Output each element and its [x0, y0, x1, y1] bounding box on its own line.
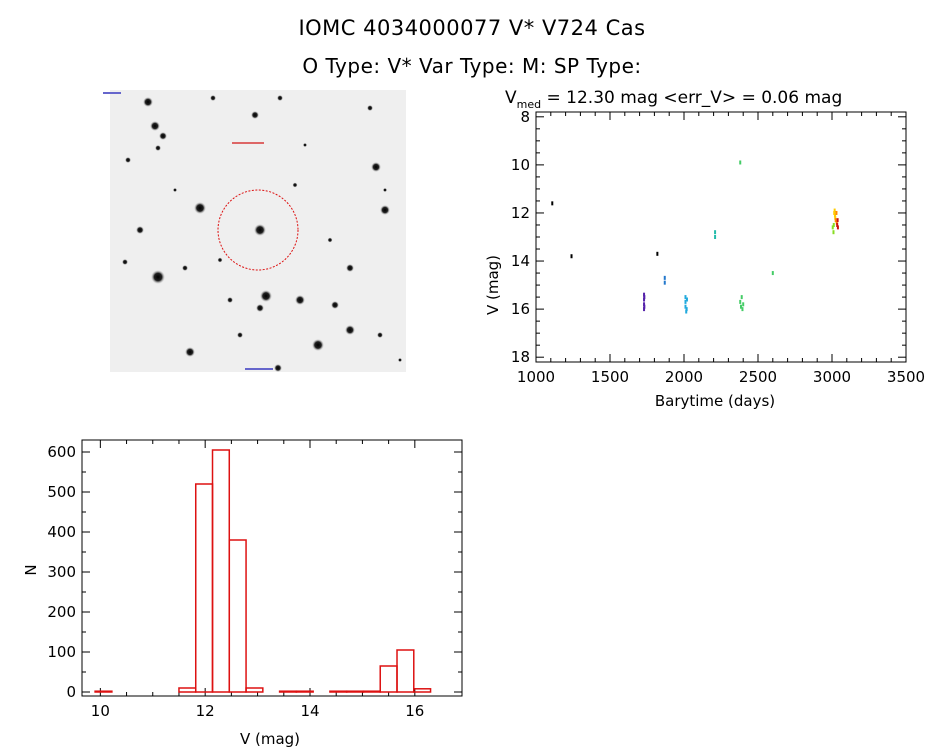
- y-tick-label: 500: [47, 483, 76, 501]
- lc-point-s6: [771, 271, 774, 276]
- lc-point-s4: [685, 307, 688, 312]
- lc-point-s9: [835, 210, 838, 215]
- lc-point-s3: [663, 280, 666, 285]
- lc-point-s1: [570, 254, 573, 259]
- light-curve-xlabel: Barytime (days): [655, 392, 775, 410]
- lc-point-s6: [742, 302, 745, 307]
- target-label-mark: [232, 142, 264, 144]
- lc-point-s6: [739, 304, 742, 309]
- light-curve-title: Vmed = 12.30 mag <err_V> = 0.06 mag: [505, 88, 842, 111]
- histogram-bar: [295, 690, 314, 693]
- histogram-bar: [329, 690, 348, 693]
- figure-title-line2: O Type: V* Var Type: M: SP Type:: [302, 54, 642, 78]
- lc-point-s9: [834, 218, 837, 223]
- y-tick-label: 8: [520, 108, 530, 126]
- lc-point-s1: [656, 251, 659, 256]
- lc-point-s1: [551, 201, 554, 206]
- histogram-bar: [379, 665, 398, 693]
- lc-point-s5: [714, 230, 717, 235]
- sky-bottom-mark: [245, 368, 273, 370]
- lc-point-s7: [832, 230, 835, 235]
- sky-finding-chart: [103, 90, 406, 372]
- histogram-bar: [413, 688, 432, 693]
- histogram-chart: 10 12 14 16 0 100 200 300 400 500 600 V (mag) N: [22, 439, 463, 747]
- plot-frame: [535, 111, 907, 363]
- light-curve-chart: Vmed = 12.30 mag <err_V> = 0.06 mag 1000…: [484, 88, 925, 410]
- y-tick-label: 600: [47, 443, 76, 461]
- x-tick-label: 3500: [887, 368, 925, 386]
- lc-point-s2: [643, 307, 646, 312]
- histogram-bar: [245, 687, 264, 693]
- histogram-bar: [396, 649, 415, 693]
- histogram-bar: [178, 687, 197, 693]
- y-tick-label: 14: [511, 252, 530, 270]
- lc-point-s5: [714, 235, 717, 239]
- lc-point-s2: [643, 302, 646, 307]
- histogram-bar: [228, 539, 247, 693]
- x-tick-label: 14: [300, 702, 319, 720]
- lc-point-s8: [833, 210, 836, 215]
- x-tick-label: 2000: [665, 368, 703, 386]
- y-tick-label: 400: [47, 523, 76, 541]
- x-tick-label: 1500: [591, 368, 629, 386]
- histogram-ylabel: N: [22, 564, 40, 575]
- x-tick-label: 1000: [517, 368, 555, 386]
- x-tick-label: 12: [196, 702, 215, 720]
- lc-point-s10: [836, 225, 839, 230]
- y-tick-label: 100: [47, 643, 76, 661]
- lc-point-s3: [663, 275, 666, 280]
- lc-point-s10: [836, 218, 839, 223]
- lc-point-s10: [836, 222, 839, 227]
- lc-point-s4: [685, 297, 688, 302]
- lc-point-s7: [831, 225, 834, 230]
- lc-point-s6: [741, 307, 744, 312]
- x-tick-label: 3000: [813, 368, 851, 386]
- sky-corner-mark: [103, 92, 121, 94]
- sky-stars: [122, 95, 402, 372]
- lc-point-s8: [833, 208, 836, 213]
- lc-point-s7: [832, 222, 835, 227]
- y-tick-label: 12: [511, 204, 530, 222]
- histogram-bar: [194, 483, 214, 693]
- lc-point-s6: [739, 160, 742, 165]
- lc-point-s2: [643, 295, 646, 300]
- y-tick-label: 0: [66, 683, 76, 701]
- lc-point-s6: [739, 299, 742, 304]
- lc-point-s2: [643, 304, 646, 309]
- light-curve-ylabel: V (mag): [484, 255, 502, 315]
- histogram-bar: [345, 690, 365, 693]
- target-circle: [217, 189, 299, 271]
- x-tick-label: 16: [405, 702, 424, 720]
- lc-point-s4: [684, 295, 687, 300]
- lc-point-s6: [740, 295, 743, 300]
- lc-point-s8: [833, 213, 836, 218]
- histogram-bar: [94, 690, 113, 693]
- y-tick-label: 18: [511, 348, 530, 366]
- y-tick-label: 16: [511, 300, 530, 318]
- plot-frame: [81, 439, 463, 697]
- y-tick-label: 300: [47, 563, 76, 581]
- lc-point-s2: [643, 297, 646, 302]
- x-tick-label: 2500: [739, 368, 777, 386]
- lc-point-s9: [835, 220, 838, 225]
- x-tick-label: 10: [91, 702, 110, 720]
- histogram-bar: [362, 690, 381, 693]
- lc-point-s4: [684, 299, 687, 304]
- figure-title-line1: IOMC 4034000077 V* V724 Cas: [298, 16, 646, 40]
- lc-point-s4: [685, 309, 688, 314]
- histogram-bar: [211, 449, 231, 693]
- histogram-bar: [278, 690, 298, 693]
- y-tick-label: 10: [511, 156, 530, 174]
- lc-point-s8: [834, 215, 837, 220]
- y-tick-label: 200: [47, 603, 76, 621]
- histogram-xlabel: V (mag): [240, 730, 300, 747]
- lc-point-s4: [684, 304, 687, 309]
- lc-point-s2: [643, 292, 646, 297]
